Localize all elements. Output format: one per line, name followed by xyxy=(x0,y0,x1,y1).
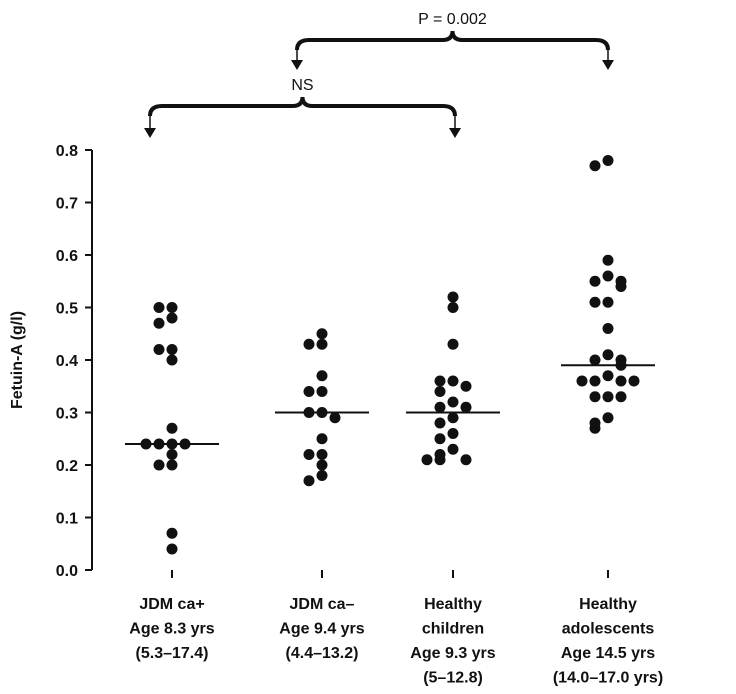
data-dot xyxy=(316,370,328,382)
y-tick-label: 0.7 xyxy=(56,196,78,213)
x-tick-label: Age 8.3 yrs xyxy=(129,621,214,638)
y-tick-label: 0.6 xyxy=(56,248,78,265)
data-dot xyxy=(589,375,601,387)
annotation: NS xyxy=(291,77,313,94)
y-tick-label: 0.2 xyxy=(56,458,78,475)
data-dot xyxy=(421,454,433,466)
data-dot xyxy=(303,338,315,350)
data-dot xyxy=(447,443,459,455)
data-dot xyxy=(434,433,446,445)
data-dot xyxy=(434,417,446,429)
arrow-head xyxy=(449,128,461,138)
bracket xyxy=(148,96,457,117)
data-dot xyxy=(447,428,459,439)
data-dot xyxy=(589,391,601,403)
data-dot xyxy=(303,475,315,487)
data-dot xyxy=(434,386,446,397)
data-dot xyxy=(166,459,178,471)
data-dot xyxy=(447,396,459,408)
data-dot xyxy=(329,412,341,424)
x-tick-label: (4.4–13.2) xyxy=(286,645,359,662)
data-dot xyxy=(434,401,446,413)
data-dot xyxy=(602,254,614,266)
data-dot xyxy=(602,349,614,361)
y-tick-label: 0.4 xyxy=(56,353,78,370)
x-tick-label: (5.3–17.4) xyxy=(136,645,209,662)
x-tick-label: children xyxy=(422,621,484,638)
x-tick-label: (14.0–17.0 yrs) xyxy=(553,670,663,687)
data-dot xyxy=(589,354,601,366)
data-dot xyxy=(602,155,614,166)
data-dot xyxy=(628,375,640,387)
data-dot xyxy=(602,323,614,334)
data-dot xyxy=(303,386,315,397)
arrow-head xyxy=(291,60,303,70)
data-dot xyxy=(316,433,328,445)
data-dot xyxy=(434,454,446,466)
x-tick-label: Age 9.4 yrs xyxy=(279,621,364,638)
y-tick-label: 0.5 xyxy=(56,301,78,318)
x-tick-label: JDM ca– xyxy=(290,596,355,613)
data-dot xyxy=(447,302,459,313)
data-dot xyxy=(166,422,178,434)
data-dot xyxy=(602,391,614,403)
x-tick-label: adolescents xyxy=(562,621,655,638)
data-dot xyxy=(615,281,627,292)
data-dot xyxy=(153,459,165,471)
data-dot xyxy=(166,449,178,460)
arrow-head xyxy=(602,60,614,70)
data-dot xyxy=(460,380,472,392)
data-dot xyxy=(316,338,328,350)
data-dot xyxy=(153,344,165,355)
data-dot xyxy=(602,370,614,382)
data-dot xyxy=(602,270,614,282)
y-tick-label: 0.8 xyxy=(56,143,78,160)
y-axis-label: Fetuin-A (g/l) xyxy=(9,311,26,409)
data-dot xyxy=(316,470,328,481)
data-dot xyxy=(153,317,165,329)
data-dot xyxy=(589,275,601,287)
y-tick-label: 0.0 xyxy=(56,563,78,580)
data-dot xyxy=(602,296,614,308)
arrow-head xyxy=(144,128,156,138)
data-dot xyxy=(166,302,178,313)
x-tick-label: JDM ca+ xyxy=(139,596,204,613)
x-tick-label: Healthy xyxy=(579,596,637,613)
data-dot xyxy=(447,291,459,303)
data-dot xyxy=(460,401,472,413)
data-dot xyxy=(602,412,614,424)
data-dot xyxy=(153,302,165,313)
data-dot xyxy=(589,422,601,434)
data-dot xyxy=(589,160,601,172)
data-dot xyxy=(447,375,459,387)
y-tick-label: 0.3 xyxy=(56,406,78,423)
data-dot xyxy=(316,449,328,460)
x-tick-label: Healthy xyxy=(424,596,482,613)
x-tick-label: Age 9.3 yrs xyxy=(410,645,495,662)
bracket xyxy=(295,30,610,51)
data-dot xyxy=(166,354,178,366)
data-dot xyxy=(316,386,328,397)
data-dot xyxy=(316,459,328,471)
data-dot xyxy=(166,344,178,355)
data-dot xyxy=(460,454,472,466)
x-tick-label: Age 14.5 yrs xyxy=(561,645,655,662)
data-dot xyxy=(303,449,315,460)
annotation: P = 0.002 xyxy=(418,11,487,28)
data-dot xyxy=(166,527,178,539)
data-dot xyxy=(434,375,446,387)
data-dot xyxy=(447,412,459,424)
data-dot xyxy=(166,543,178,555)
data-dot xyxy=(447,338,459,350)
data-dot xyxy=(166,312,178,324)
data-dot xyxy=(316,328,328,340)
data-dot xyxy=(576,375,588,387)
x-tick-label: (5–12.8) xyxy=(423,670,483,687)
y-tick-label: 0.1 xyxy=(56,511,78,528)
data-dot xyxy=(615,375,627,387)
data-dot xyxy=(589,296,601,308)
data-dot xyxy=(615,391,627,403)
